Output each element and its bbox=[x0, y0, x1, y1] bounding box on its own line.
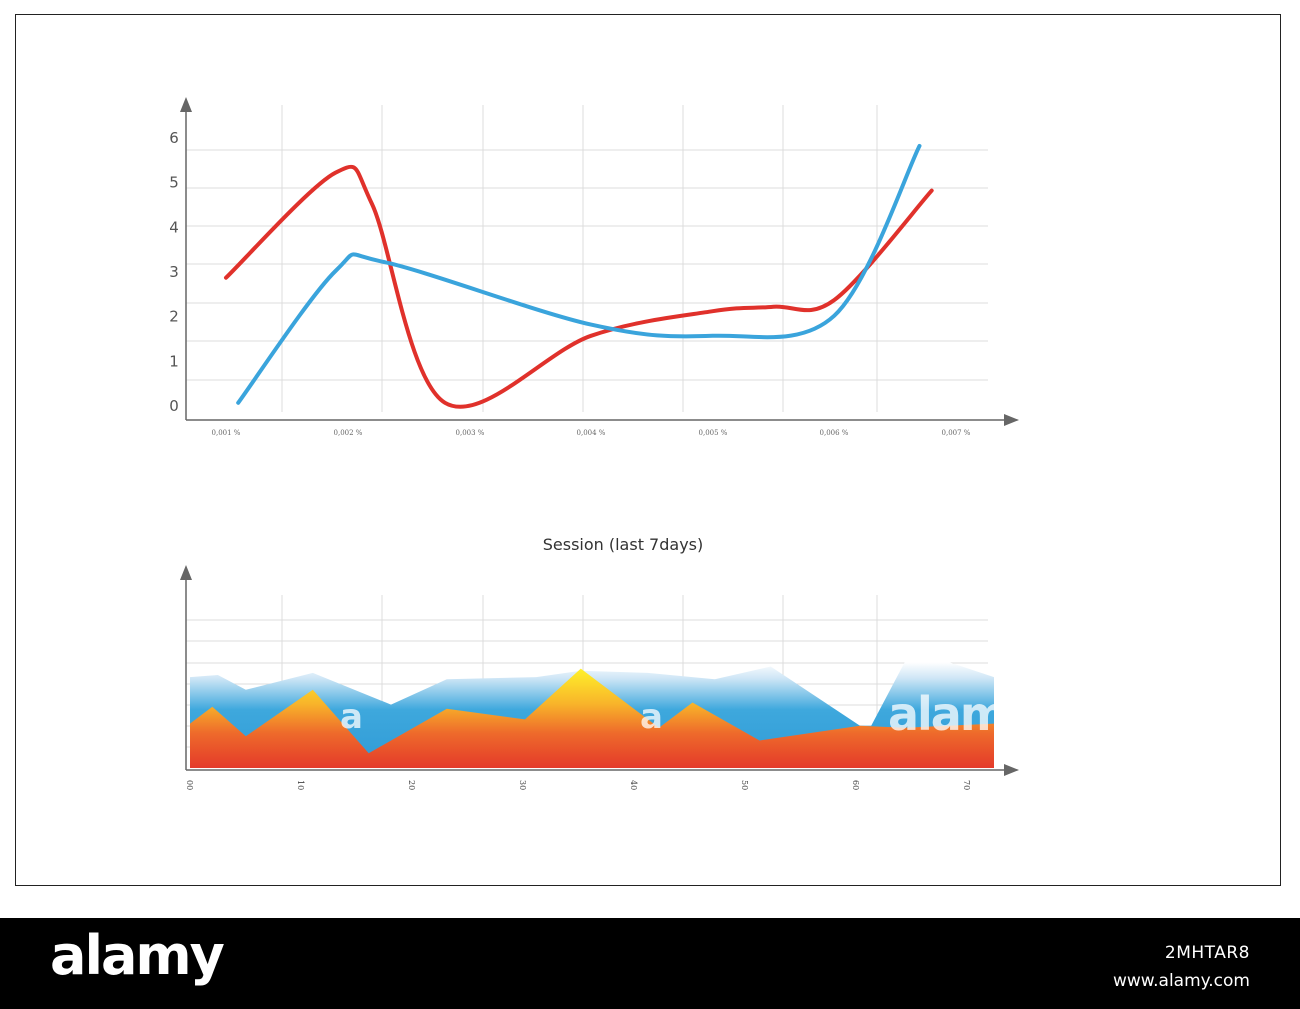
area-chart-series bbox=[190, 662, 994, 768]
line-chart-series-1 bbox=[224, 164, 934, 409]
area-chart: Session (last 7days) 00 10 20 30 40 50 60 70 bbox=[180, 535, 1019, 790]
footer-image-id: 2MHTAR8 bbox=[1164, 943, 1250, 963]
line-chart-x-tick-label: 0,006 % bbox=[820, 429, 849, 437]
line-chart-y-tick-label: 2 bbox=[169, 308, 179, 326]
line-chart-x-tick-label: 0,005 % bbox=[699, 429, 728, 437]
watermark: a a alamy bbox=[340, 687, 1038, 741]
line-chart-y-tick-label: 6 bbox=[169, 129, 179, 147]
area-chart-x-tick-label: 50 bbox=[740, 780, 749, 790]
area-chart-x-tick-label: 40 bbox=[629, 780, 638, 790]
line-chart-x-tick-label: 0,003 % bbox=[456, 429, 485, 437]
line-chart-series bbox=[224, 143, 934, 409]
footer-bar: alamy 2MHTAR8 www.alamy.com bbox=[0, 918, 1300, 1009]
watermark-logo: alamy bbox=[888, 687, 1036, 741]
line-chart-y-tick-label: 5 bbox=[169, 174, 179, 192]
line-chart-x-tick-label: 0,004 % bbox=[577, 429, 606, 437]
line-chart-y-ticks: 0 1 2 3 4 5 6 bbox=[169, 129, 179, 415]
watermark-small-mid: a bbox=[640, 697, 663, 737]
area-chart-x-tick-label: 00 bbox=[185, 780, 194, 790]
watermark-small-left: a bbox=[340, 697, 363, 737]
footer-url: www.alamy.com bbox=[1112, 971, 1250, 991]
line-chart-x-tick-label: 0,001 % bbox=[212, 429, 241, 437]
area-chart-x-tick-label: 70 bbox=[962, 780, 971, 790]
area-chart-x-tick-label: 60 bbox=[851, 780, 860, 790]
line-chart-series-2 bbox=[236, 143, 922, 405]
area-chart-x-ticks: 00 10 20 30 40 50 60 70 bbox=[185, 780, 971, 790]
line-chart-y-tick-label: 0 bbox=[169, 397, 179, 415]
line-chart-y-tick-label: 4 bbox=[169, 218, 179, 236]
line-chart-y-tick-label: 3 bbox=[169, 263, 179, 281]
line-chart-y-tick-label: 1 bbox=[169, 352, 179, 370]
area-chart-x-tick-label: 10 bbox=[296, 780, 305, 790]
area-chart-title: Session (last 7days) bbox=[543, 535, 704, 554]
footer-logo: alamy bbox=[50, 924, 225, 987]
line-chart-x-tick-label: 0,007 % bbox=[942, 429, 971, 437]
area-chart-x-tick-label: 30 bbox=[518, 780, 527, 790]
area-chart-x-tick-label: 20 bbox=[407, 780, 416, 790]
line-chart-grid bbox=[186, 105, 988, 412]
line-chart-x-tick-label: 0,002 % bbox=[334, 429, 363, 437]
area-chart-series-2 bbox=[190, 668, 994, 768]
line-chart-x-ticks: 0,001 % 0,002 % 0,003 % 0,004 % 0,005 % 0,006… bbox=[212, 429, 971, 437]
